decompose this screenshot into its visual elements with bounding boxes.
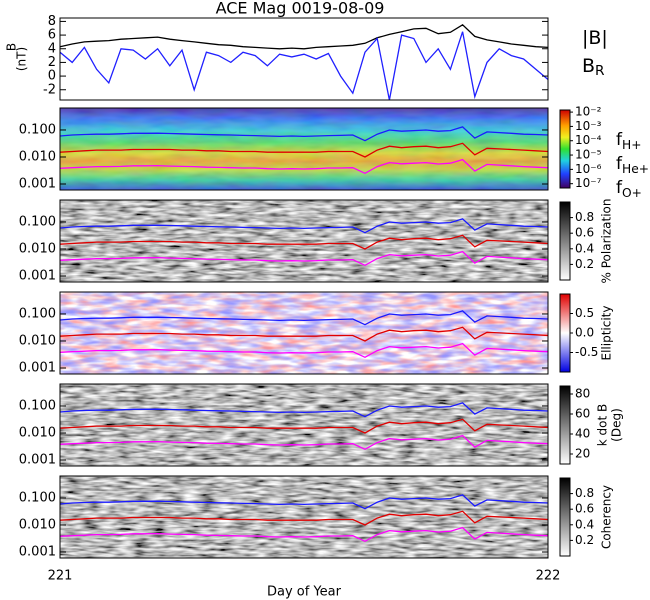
legend-subscript: R xyxy=(595,63,605,79)
colorbar-tick-label: 0.2 xyxy=(575,533,594,547)
colorbar-tick-label: 0.6 xyxy=(575,226,594,240)
legend-name: f xyxy=(616,178,623,198)
x-axis-label: Day of Year xyxy=(267,585,342,600)
legend-subscript: H+ xyxy=(622,138,641,152)
series-line xyxy=(59,402,549,418)
y-tick-label: 0.010 xyxy=(19,333,56,348)
colorbar-tick-label: 0.6 xyxy=(575,502,594,516)
legend-entry: fHe+ xyxy=(616,154,649,176)
colorbar-label: k dot B xyxy=(596,404,610,446)
series-line xyxy=(59,250,549,267)
y-axis-label: B xyxy=(5,43,19,51)
colorbar-tick-label: 10⁻³ xyxy=(575,119,602,133)
y-axis-units: (nT) xyxy=(15,47,29,71)
colorbar-units: (Deg) xyxy=(610,408,624,442)
colorbar-tick-label: 60 xyxy=(575,407,590,421)
series-line xyxy=(59,418,549,434)
colorbar-tick-label: 10⁻⁵ xyxy=(575,148,602,162)
y-tick-label: 0.001 xyxy=(19,361,56,376)
colorbar xyxy=(559,385,571,465)
colorbar-tick-label: 0.0 xyxy=(575,326,594,340)
colorbar-tick-label: 80 xyxy=(575,387,590,401)
y-tick-label: 0.100 xyxy=(19,490,56,505)
y-tick-label: 0.010 xyxy=(19,149,56,164)
colorbar-label: Ellipticity xyxy=(600,306,614,361)
legend-entry: BR xyxy=(582,55,605,80)
y-tick-label: 4 xyxy=(48,41,56,56)
series-line xyxy=(59,31,549,101)
series-line xyxy=(59,434,549,451)
legend-name: f xyxy=(616,154,623,174)
colorbar-tick-label: 10⁻⁷ xyxy=(575,176,602,190)
colorbar-tick-label: 10⁻² xyxy=(575,105,602,119)
colorbar-tick-label: 0.4 xyxy=(575,517,594,531)
colorbar-label: Coherency xyxy=(600,485,614,549)
colorbar xyxy=(559,201,571,281)
legend-name: B xyxy=(582,55,595,77)
plot-frame xyxy=(59,199,549,283)
y-tick-label: 6 xyxy=(48,28,56,43)
colorbar-tick-label: 0.2 xyxy=(575,257,594,271)
colorbar xyxy=(559,293,571,373)
plot-frame xyxy=(59,17,549,101)
plot-frame xyxy=(59,475,549,559)
colorbar-label: % Polarization xyxy=(600,199,614,284)
y-tick-label: 0.010 xyxy=(19,425,56,440)
colorbar-tick-label: 0.8 xyxy=(575,210,594,224)
series-line xyxy=(59,158,549,175)
legend-subscript: O+ xyxy=(622,186,642,200)
series-line xyxy=(59,510,549,526)
legend-name: f xyxy=(616,130,623,150)
colorbar-tick-label: 0.5 xyxy=(575,306,594,320)
y-tick-label: 0.100 xyxy=(19,306,56,321)
colorbar-tick-label: 40 xyxy=(575,427,590,441)
series-line xyxy=(59,326,549,342)
y-tick-label: 0.100 xyxy=(19,214,56,229)
legend-entry: fH+ xyxy=(616,130,641,152)
colorbar-tick-label: -0.5 xyxy=(575,345,598,359)
series-line xyxy=(59,526,549,543)
colorbar-tick-label: 20 xyxy=(575,447,590,461)
plot-frame xyxy=(59,291,549,375)
y-tick-label: 0.100 xyxy=(19,398,56,413)
x-tick-label: 221 xyxy=(48,569,73,584)
series-line xyxy=(59,126,549,142)
y-tick-label: 0.010 xyxy=(19,517,56,532)
chart-title: ACE Mag 0019-08-09 xyxy=(216,0,385,18)
y-tick-label: 0.010 xyxy=(19,241,56,256)
plot-frame xyxy=(59,107,549,191)
plot-frame xyxy=(59,383,549,467)
legend-entry: |B| xyxy=(582,27,608,49)
y-tick-label: 0.001 xyxy=(19,453,56,468)
y-tick-label: 8 xyxy=(48,14,56,29)
y-tick-label: 0.001 xyxy=(19,545,56,560)
series-line xyxy=(59,142,549,158)
colorbar-tick-label: 0.8 xyxy=(575,486,594,500)
colorbar-tick-label: 0.4 xyxy=(575,241,594,255)
colorbar-tick-label: 10⁻⁶ xyxy=(575,162,602,176)
series-line xyxy=(59,23,549,50)
legend-subscript: He+ xyxy=(622,162,649,176)
legend-name: |B| xyxy=(582,27,608,49)
x-tick-label: 222 xyxy=(536,569,561,584)
y-tick-label: 2 xyxy=(48,55,56,70)
legend-entry: fO+ xyxy=(616,178,642,200)
series-line xyxy=(59,234,549,250)
plot-area xyxy=(60,18,548,100)
y-tick-label: 0 xyxy=(48,69,56,84)
y-tick-label: 0.001 xyxy=(19,177,56,192)
series-line xyxy=(59,218,549,234)
y-tick-label: 0.100 xyxy=(19,122,56,137)
series-line xyxy=(59,310,549,326)
colorbar xyxy=(559,477,571,557)
y-tick-label: -2 xyxy=(43,82,56,97)
series-line xyxy=(59,342,549,359)
colorbar-tick-label: 10⁻⁴ xyxy=(575,133,602,147)
y-tick-label: 0.001 xyxy=(19,269,56,284)
series-line xyxy=(59,494,549,510)
colorbar xyxy=(559,109,571,189)
